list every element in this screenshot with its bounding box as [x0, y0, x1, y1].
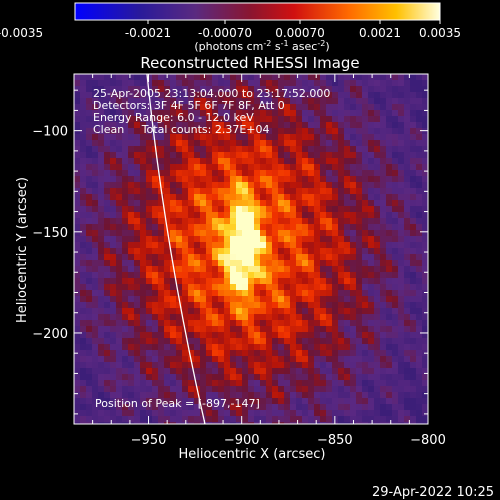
x-axis-label: Heliocentric X (arcsec)	[179, 447, 326, 462]
y-tick-label: −200	[32, 327, 68, 342]
y-tick-label: −150	[32, 226, 68, 241]
colorbar: -0.0035 -0.0021 -0.00070 0.00070 0.0021 …	[0, 2, 461, 53]
colorbar-tick-label: -0.0021	[125, 26, 171, 40]
footer-timestamp: 29-Apr-2022 10:25	[372, 485, 494, 500]
y-tick-label: −100	[32, 125, 68, 140]
x-tick-label: −950	[131, 433, 167, 448]
image-axes: −950 −900 −850 −800 −100 −150 −200	[32, 74, 446, 448]
peak-position-label: Position of Peak = [-897,-147]	[95, 397, 260, 410]
x-tick-label: −850	[317, 433, 353, 448]
colorbar-tick-label: -0.0035	[0, 26, 43, 40]
info-time-range: 25-Apr-2005 23:13:04.000 to 23:17:52.000	[93, 87, 330, 100]
colorbar-gradient	[74, 2, 441, 21]
info-clean-counts: Clean Total counts: 2.37E+04	[93, 123, 270, 136]
image-frame	[73, 73, 429, 425]
solar-limb-line	[146, 74, 206, 424]
info-energy-range: Energy Range: 6.0 - 12.0 keV	[93, 111, 254, 124]
y-axis-label: Heliocentric Y (arcsec)	[15, 177, 30, 323]
image-heatmap	[74, 74, 428, 424]
info-detectors: Detectors: 3F 4F 5F 6F 7F 8F, Att 0	[93, 99, 285, 112]
x-tick-label: −900	[224, 433, 260, 448]
colorbar-tick-label: 0.00070	[275, 26, 325, 40]
image-info: 25-Apr-2005 23:13:04.000 to 23:17:52.000…	[93, 87, 330, 410]
x-tick-label: −800	[410, 433, 446, 448]
colorbar-units: (photons cm-2 s-1 asec-2)	[194, 39, 329, 53]
image-area	[74, 74, 428, 424]
colorbar-tick-label: -0.00070	[198, 26, 252, 40]
colorbar-tick-label: 0.0021	[359, 26, 401, 40]
image-title: Reconstructed RHESSI Image	[140, 54, 359, 72]
colorbar-tick-label: 0.0035	[419, 26, 461, 40]
